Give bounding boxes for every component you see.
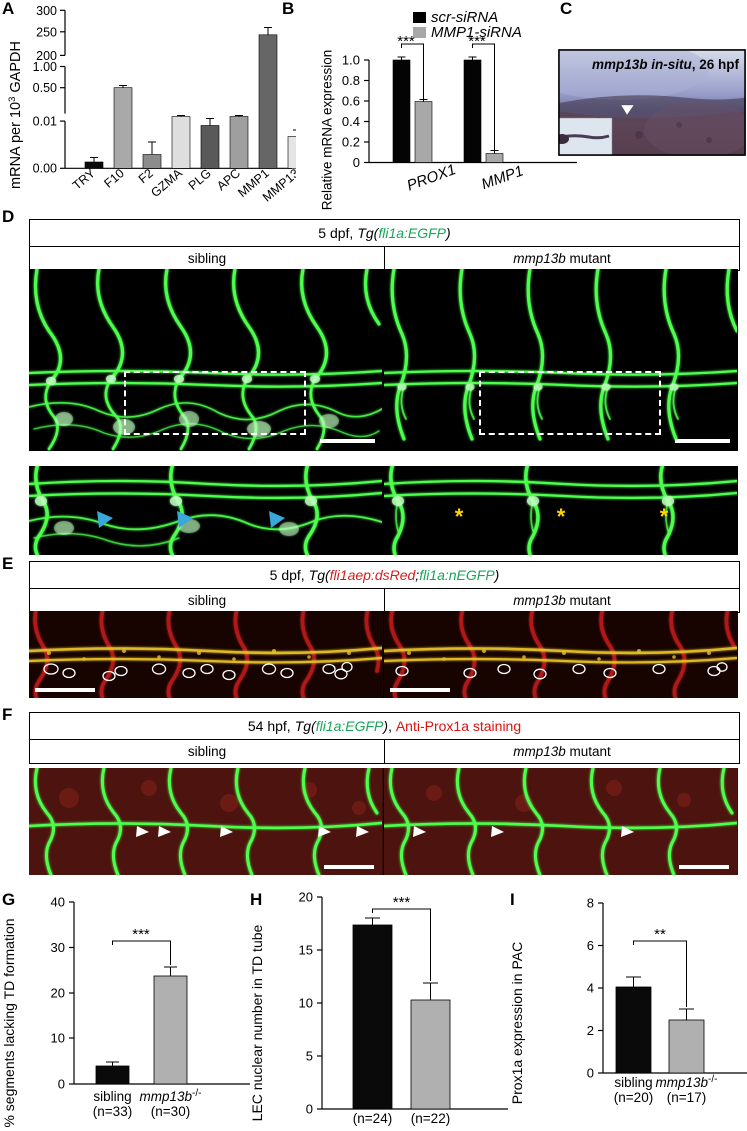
svg-text:1.0: 1.0 (342, 53, 360, 68)
svg-text:mmp13b-/-: mmp13b-/- (656, 1074, 718, 1091)
svg-text:8: 8 (587, 896, 594, 911)
svg-text:mmp13b in-situ, 26 hpf: mmp13b in-situ, 26 hpf (592, 57, 740, 72)
svg-text:0.01: 0.01 (33, 115, 57, 129)
svg-text:40: 40 (51, 895, 65, 910)
svg-text:15: 15 (299, 943, 313, 958)
svg-text:0.4: 0.4 (342, 114, 360, 129)
svg-text:0: 0 (587, 1066, 594, 1081)
svg-text:2: 2 (587, 1023, 594, 1038)
svg-text:300: 300 (36, 4, 57, 18)
svg-text:Relative mRNA expression: Relative mRNA expression (320, 50, 335, 211)
svg-text:TRY: TRY (70, 166, 98, 193)
svg-text:0: 0 (58, 1077, 65, 1092)
svg-text:(n=30): (n=30) (151, 1104, 190, 1119)
svg-text:(n=17): (n=17) (667, 1090, 706, 1105)
svg-text:20: 20 (51, 986, 65, 1001)
svg-text:(n=22): (n=22) (411, 1111, 450, 1126)
svg-text:0.2: 0.2 (342, 135, 360, 150)
svg-text:***: *** (468, 33, 486, 50)
svg-text:(n=24): (n=24) (353, 1111, 392, 1126)
svg-text:***: *** (132, 926, 150, 943)
svg-text:20: 20 (299, 890, 313, 905)
svg-text:10: 10 (299, 996, 313, 1011)
svg-text:*: * (455, 504, 464, 529)
svg-text:250: 250 (36, 25, 57, 39)
svg-text:0.50: 0.50 (33, 81, 57, 95)
svg-text:4: 4 (587, 981, 594, 996)
svg-text:sibling: sibling (93, 1089, 131, 1104)
svg-text:30: 30 (51, 940, 65, 955)
svg-text:1.00: 1.00 (33, 60, 57, 74)
svg-text:**: ** (654, 926, 666, 943)
svg-text:(n=33): (n=33) (93, 1104, 132, 1119)
svg-text:LEC nuclear number in TD tube: LEC nuclear number in TD tube (249, 924, 265, 1121)
svg-text:mRNA per 103 GAPDH: mRNA per 103 GAPDH (7, 41, 24, 189)
svg-text:Prox1a expression in PAC: Prox1a expression in PAC (509, 942, 525, 1104)
svg-text:6: 6 (587, 938, 594, 953)
svg-text:5: 5 (306, 1049, 313, 1064)
svg-text:0.00: 0.00 (33, 162, 57, 176)
svg-text:F2: F2 (136, 166, 156, 186)
svg-text:MMP1: MMP1 (479, 162, 526, 193)
svg-text:F10: F10 (101, 166, 127, 191)
svg-text:sibling: sibling (614, 1075, 652, 1090)
svg-text:mmp13b-/-: mmp13b-/- (140, 1088, 202, 1105)
svg-text:PROX1: PROX1 (405, 161, 459, 194)
svg-text:***: *** (397, 33, 415, 50)
svg-text:% segments lacking TD formatio: % segments lacking TD formation (1, 918, 17, 1127)
svg-text:*: * (660, 504, 669, 529)
svg-text:GZMA: GZMA (148, 166, 185, 200)
svg-text:***: *** (393, 894, 411, 911)
svg-text:PLG: PLG (186, 166, 214, 193)
svg-text:0: 0 (353, 155, 360, 170)
svg-text:0.6: 0.6 (342, 94, 360, 109)
svg-text:(n=20): (n=20) (614, 1090, 653, 1105)
svg-text:0.8: 0.8 (342, 73, 360, 88)
svg-text:*: * (557, 504, 566, 529)
svg-text:0: 0 (306, 1102, 313, 1117)
svg-text:10: 10 (51, 1031, 65, 1046)
